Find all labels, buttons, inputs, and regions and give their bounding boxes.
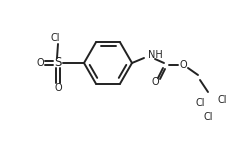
- Text: O: O: [179, 60, 187, 70]
- Text: O: O: [54, 83, 62, 93]
- Text: S: S: [54, 56, 62, 69]
- Text: Cl: Cl: [196, 98, 205, 108]
- Text: Cl: Cl: [218, 95, 227, 105]
- Text: NH: NH: [148, 50, 163, 60]
- Text: O: O: [151, 77, 159, 87]
- Text: Cl: Cl: [50, 33, 60, 43]
- Text: O: O: [36, 58, 44, 68]
- Text: Cl: Cl: [204, 112, 214, 122]
